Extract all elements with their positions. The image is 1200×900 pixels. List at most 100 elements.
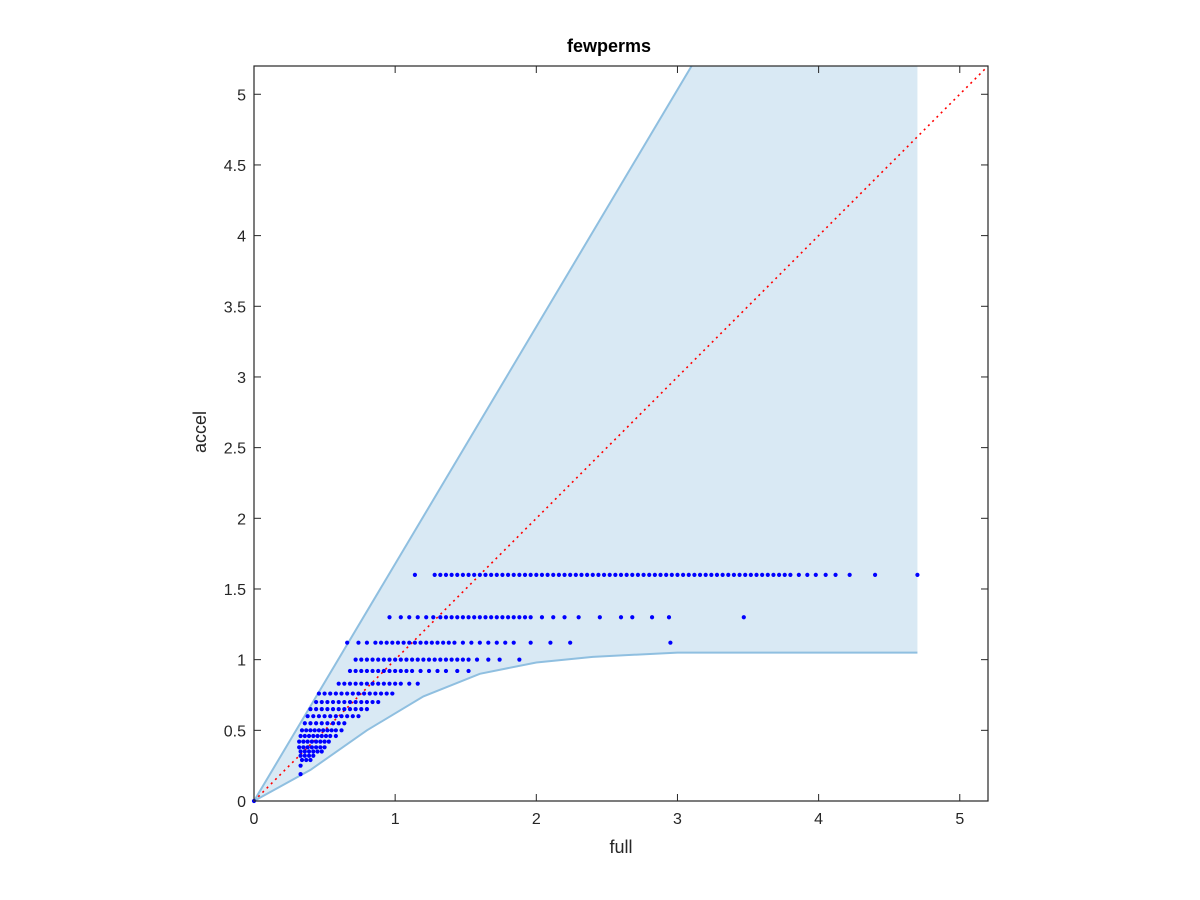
data-point (760, 572, 765, 577)
data-point (342, 699, 347, 705)
data-point (652, 572, 657, 577)
data-point (681, 572, 686, 577)
data-point (486, 657, 491, 662)
x-tick-label: 2 (532, 811, 541, 828)
data-point (342, 721, 347, 726)
data-point (325, 728, 330, 733)
data-point (370, 668, 375, 674)
data-point (404, 657, 409, 662)
data-point (364, 707, 370, 712)
data-point (477, 640, 482, 645)
data-point (314, 721, 319, 726)
data-point (311, 753, 316, 758)
data-point (455, 657, 460, 662)
data-point (381, 668, 386, 674)
data-point (494, 640, 499, 645)
data-point (306, 749, 312, 754)
y-tick-label: 2.5 (224, 441, 246, 458)
data-point (322, 745, 327, 750)
data-point (339, 728, 344, 733)
data-point (384, 640, 389, 645)
data-point (771, 572, 776, 577)
data-point (709, 572, 714, 577)
data-point (503, 640, 508, 645)
y-tick-label: 0.5 (224, 723, 246, 740)
x-tick-label: 1 (391, 811, 400, 828)
data-point (302, 749, 307, 754)
data-point (333, 691, 338, 696)
chart-title: fewperms (567, 36, 651, 56)
data-point (359, 707, 364, 712)
data-point (347, 707, 353, 712)
data-point (576, 615, 581, 620)
data-point (393, 657, 398, 662)
data-point (664, 572, 669, 577)
data-point (330, 707, 336, 712)
data-point (347, 668, 353, 674)
data-point (426, 668, 432, 674)
data-point (562, 615, 567, 620)
data-point (298, 772, 303, 777)
data-point (443, 615, 449, 620)
data-point (741, 615, 746, 620)
data-point (345, 714, 350, 719)
data-point (432, 572, 437, 577)
data-point (418, 668, 423, 674)
data-point (384, 691, 389, 696)
data-point (304, 757, 309, 763)
y-tick-label: 2 (237, 511, 246, 528)
data-point (359, 657, 364, 662)
data-point (353, 681, 358, 686)
y-tick-label: 4.5 (224, 158, 246, 175)
data-point (443, 572, 449, 577)
data-point (431, 615, 436, 620)
data-point (328, 733, 333, 739)
data-point (630, 572, 635, 577)
data-point (435, 640, 440, 645)
x-axis-label: full (609, 837, 632, 857)
data-point (438, 657, 443, 662)
y-tick-label: 1.5 (224, 582, 246, 599)
data-point (314, 707, 319, 712)
data-point (370, 657, 375, 662)
data-point (534, 572, 539, 577)
data-point (308, 721, 313, 726)
data-point (466, 657, 471, 662)
data-point (415, 681, 420, 686)
data-point (390, 691, 395, 696)
data-point (308, 728, 313, 733)
data-point (539, 615, 545, 620)
data-point (443, 657, 449, 662)
data-point (618, 572, 624, 577)
data-point (309, 745, 314, 750)
data-point (438, 615, 443, 620)
data-point (551, 615, 556, 620)
data-point (387, 615, 392, 620)
data-point (813, 572, 818, 577)
labels-layer: fewperms full accel (190, 36, 651, 857)
y-tick-label: 4 (237, 229, 246, 246)
data-point (460, 657, 466, 662)
data-point (412, 572, 418, 577)
data-point (353, 657, 358, 662)
data-point (424, 615, 429, 620)
data-point (460, 640, 466, 645)
data-point (367, 691, 372, 696)
data-point (308, 757, 313, 763)
data-point (356, 691, 361, 696)
data-point (649, 615, 655, 620)
data-point (302, 753, 307, 758)
data-point (364, 668, 370, 674)
data-point (322, 691, 327, 696)
data-point (720, 572, 725, 577)
data-point (505, 615, 511, 620)
data-point (624, 572, 629, 577)
data-point (505, 572, 511, 577)
data-point (323, 733, 329, 739)
band-layer (253, 65, 918, 802)
reference-line-layer (253, 65, 989, 802)
data-point (359, 699, 364, 705)
data-point (466, 668, 471, 674)
data-point (573, 572, 578, 577)
data-point (748, 572, 753, 577)
